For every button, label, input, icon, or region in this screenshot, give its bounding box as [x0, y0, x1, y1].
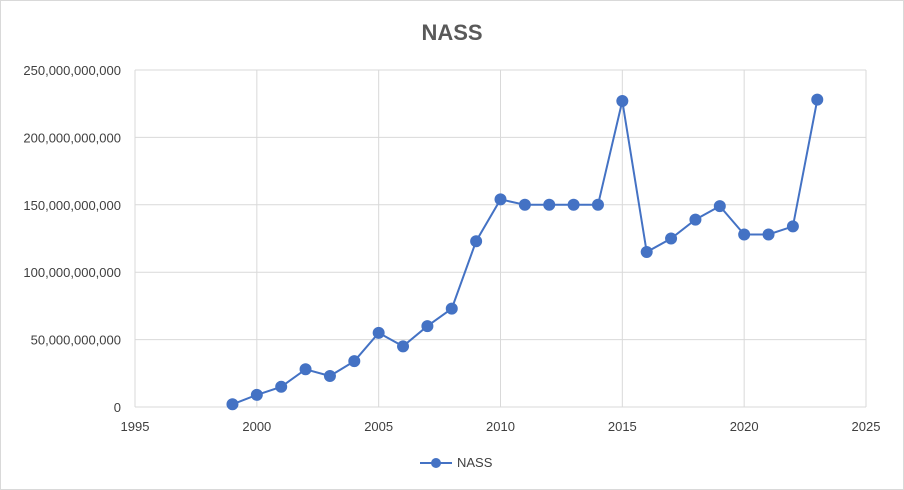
- data-point: [762, 228, 775, 241]
- data-point: [470, 235, 483, 248]
- series-line: [232, 99, 819, 406]
- data-point: [445, 302, 458, 315]
- y-tick-label: 250,000,000,000: [23, 63, 121, 78]
- data-point: [665, 232, 678, 245]
- data-point: [689, 213, 702, 226]
- data-point: [348, 355, 361, 368]
- y-tick-label: 50,000,000,000: [31, 333, 121, 348]
- data-point: [250, 388, 263, 401]
- data-point: [299, 363, 312, 376]
- legend: NASS: [420, 455, 493, 470]
- data-point: [543, 198, 556, 211]
- y-tick-label: 0: [114, 400, 121, 415]
- y-tick-label: 150,000,000,000: [23, 198, 121, 213]
- legend-dot-marker: [431, 458, 441, 468]
- data-point: [372, 326, 385, 339]
- grid-lines: [134, 69, 867, 408]
- data-point: [494, 193, 507, 206]
- data-point: [518, 198, 531, 211]
- data-point: [567, 198, 580, 211]
- data-point: [640, 245, 653, 258]
- data-point: [616, 95, 629, 108]
- x-tick-label: 1995: [121, 419, 150, 434]
- chart-title: NASS: [421, 20, 482, 45]
- data-point: [811, 93, 824, 106]
- data-point: [591, 198, 604, 211]
- y-tick-label: 200,000,000,000: [23, 130, 121, 145]
- data-point: [275, 380, 288, 393]
- data-point: [421, 320, 434, 333]
- x-tick-label: 2015: [608, 419, 637, 434]
- x-tick-labels: 1995 2000 2005 2010 2015 2020 2025: [121, 419, 881, 434]
- x-tick-label: 2010: [486, 419, 515, 434]
- x-tick-label: 2005: [364, 419, 393, 434]
- x-tick-label: 2025: [852, 419, 881, 434]
- legend-label: NASS: [457, 455, 493, 470]
- data-point: [738, 228, 751, 241]
- data-point: [226, 398, 239, 411]
- data-point: [713, 200, 726, 213]
- data-point: [397, 340, 410, 353]
- x-tick-label: 2020: [730, 419, 759, 434]
- data-point: [786, 220, 799, 233]
- y-tick-label: 100,000,000,000: [23, 265, 121, 280]
- x-tick-label: 2000: [242, 419, 271, 434]
- data-point: [323, 369, 336, 382]
- y-tick-labels: 0 50,000,000,000 100,000,000,000 150,000,00…: [23, 63, 121, 415]
- series-group: [226, 93, 824, 411]
